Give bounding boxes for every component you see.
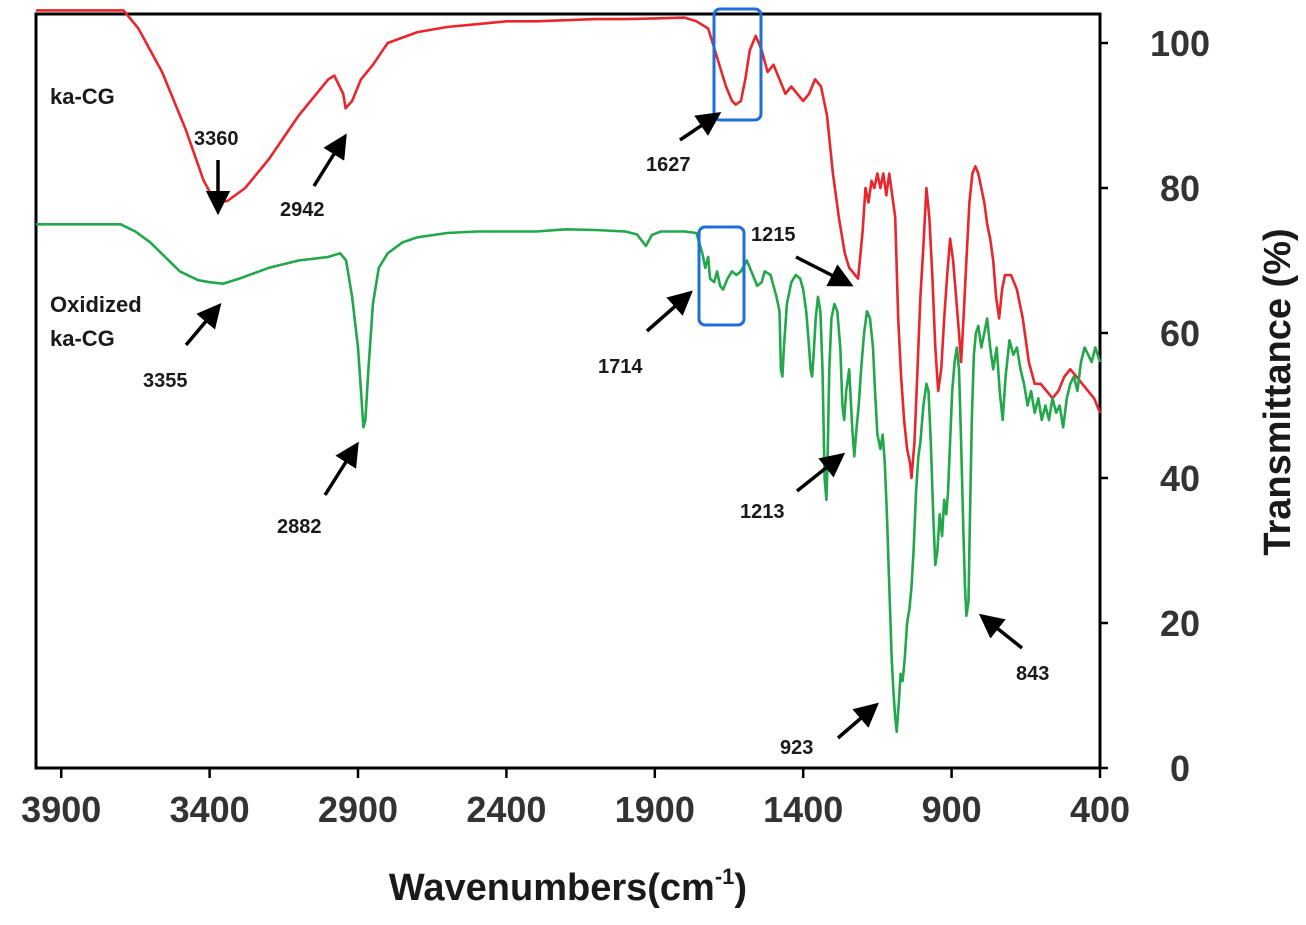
peak-label-2942: 2942 [280, 199, 325, 221]
y-tick-label-60: 60 [1160, 313, 1200, 354]
y-tick-label-0: 0 [1170, 748, 1190, 789]
y-tick-label-20: 20 [1160, 603, 1200, 644]
highlight-box-1714 [697, 225, 746, 327]
x-tick-label-2400: 2400 [466, 789, 546, 830]
series-layer [36, 9, 1102, 734]
peak-label-2882: 2882 [277, 516, 322, 538]
x-axis-ticks: 3900 3400 2900 2400 1900 1400 900 400 [21, 768, 1130, 830]
series-label-ka-cg: ka-CG [50, 84, 115, 109]
arrow-3355 [184, 302, 222, 347]
x-tick-label-400: 400 [1070, 789, 1130, 830]
y-axis-ticks: 0 20 40 60 80 100 [1100, 23, 1210, 789]
x-axis-title: Wavenumbers(cm-1) [389, 864, 747, 909]
y-tick-label-80: 80 [1160, 168, 1200, 209]
plot-area [34, 12, 1102, 770]
x-axis-title-end: ) [734, 867, 747, 909]
series-label-oxidized-line2: ka-CG [50, 326, 115, 351]
arrow-1714 [645, 290, 693, 333]
y-tick-label-100: 100 [1150, 23, 1210, 64]
peak-label-923: 923 [780, 737, 813, 759]
x-axis-title-sup: -1 [715, 864, 735, 889]
x-tick-label-900: 900 [922, 789, 982, 830]
y-axis-title: Transmittance (%) [1257, 228, 1299, 555]
annotation-arrows [184, 112, 1024, 740]
peak-label-1213: 1213 [740, 501, 785, 523]
x-tick-label-2900: 2900 [318, 789, 398, 830]
arrow-2942 [312, 133, 347, 187]
peak-label-1215: 1215 [751, 224, 796, 246]
arrow-1213 [795, 452, 846, 493]
peak-label-1714: 1714 [598, 356, 643, 378]
peak-label-843: 843 [1016, 663, 1049, 685]
arrow-1215 [795, 255, 854, 287]
arrow-923 [836, 702, 879, 740]
peak-label-1627: 1627 [646, 154, 691, 176]
series-line-ka-cg [36, 9, 1102, 480]
x-axis-title-main: Wavenumbers(cm [389, 867, 715, 909]
x-tick-label-1900: 1900 [615, 789, 695, 830]
peak-label-3355: 3355 [143, 370, 188, 392]
x-tick-label-3400: 3400 [170, 789, 250, 830]
series-line-oxidized-ka-cg [36, 223, 1102, 734]
highlight-box-1627 [712, 7, 763, 122]
x-tick-label-3900: 3900 [21, 789, 101, 830]
x-tick-label-1400: 1400 [763, 789, 843, 830]
arrow-1627 [679, 112, 722, 142]
y-tick-label-40: 40 [1160, 458, 1200, 499]
arrow-2882 [323, 441, 359, 496]
peak-label-3360: 3360 [194, 128, 239, 150]
arrow-843 [978, 613, 1024, 650]
series-label-oxidized-line1: Oxidized [50, 292, 142, 317]
